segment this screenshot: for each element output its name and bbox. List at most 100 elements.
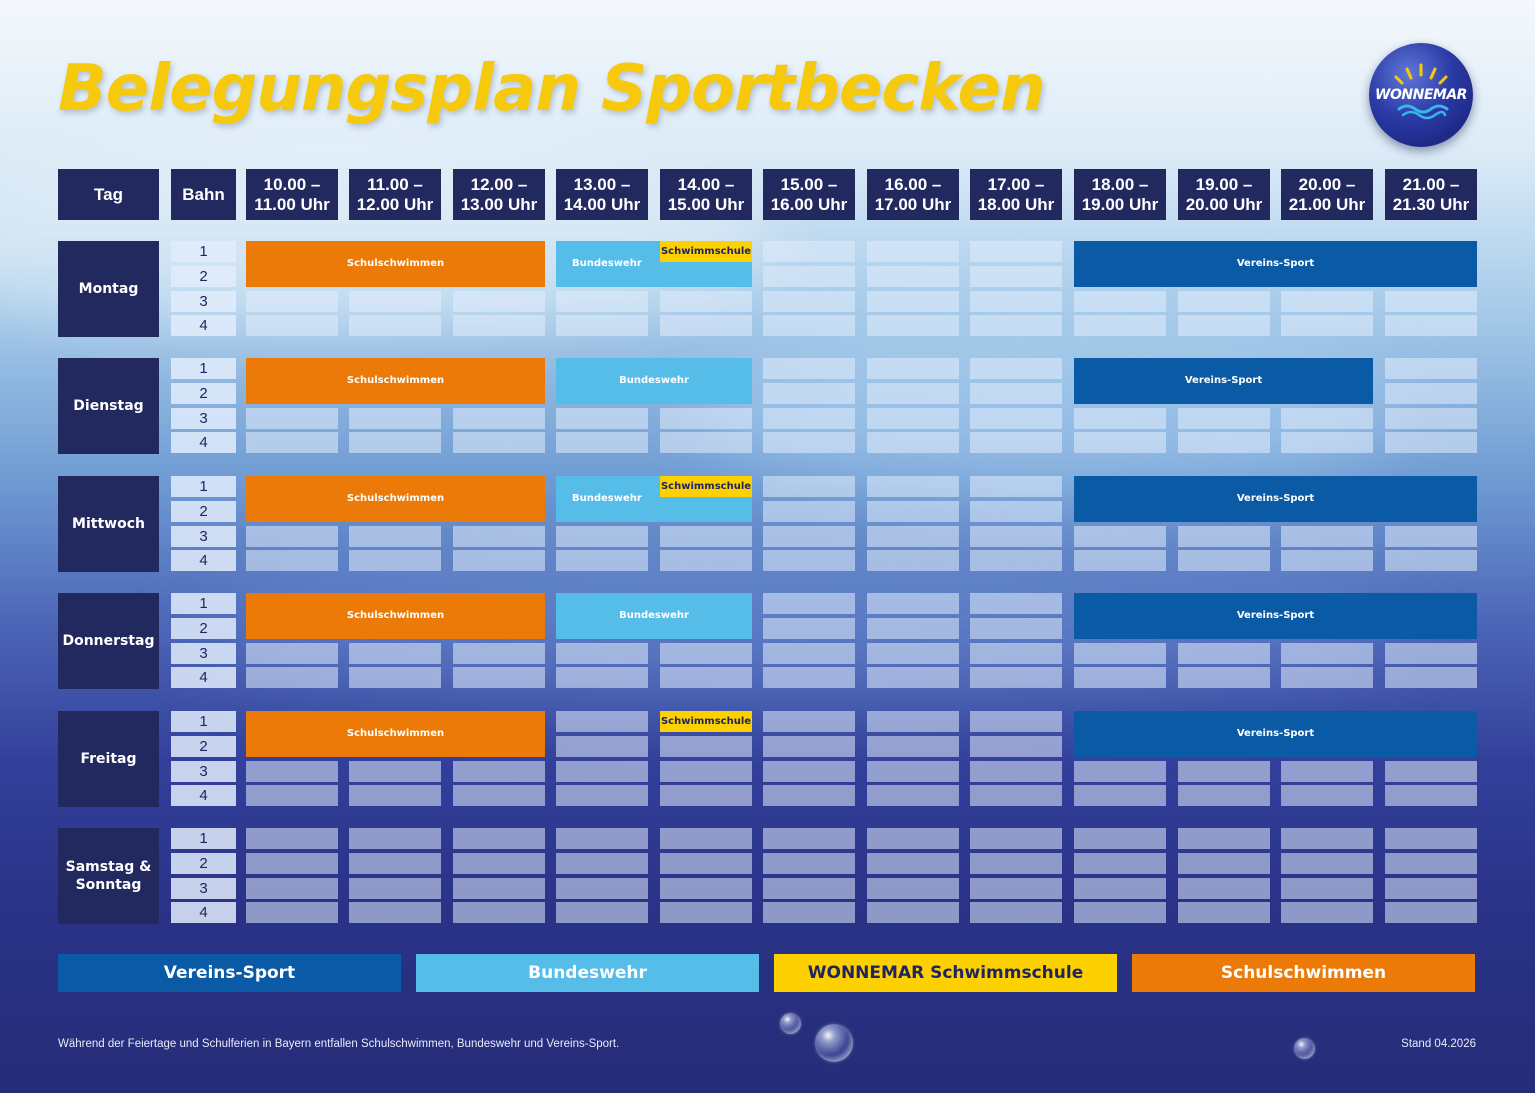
day-label: Dienstag xyxy=(58,358,159,454)
empty-slot xyxy=(349,760,441,782)
lane-number: 4 xyxy=(171,785,236,807)
booking-schul: Schulschwimmen xyxy=(246,593,545,639)
empty-slot xyxy=(763,500,855,522)
booking-schul: Schulschwimmen xyxy=(246,476,545,522)
empty-slot xyxy=(867,852,959,874)
empty-slot xyxy=(349,407,441,429)
empty-slot xyxy=(1178,852,1270,874)
header-time-1: 10.00 – 11.00 Uhr xyxy=(246,169,338,220)
empty-slot xyxy=(246,785,338,807)
lane-number: 2 xyxy=(171,500,236,522)
empty-slot xyxy=(867,265,959,287)
empty-slot xyxy=(1385,525,1477,547)
empty-slot xyxy=(1385,358,1477,379)
empty-slot xyxy=(1385,407,1477,429)
empty-slot xyxy=(556,711,648,732)
lane-number: 4 xyxy=(171,315,236,337)
empty-slot xyxy=(556,315,648,337)
empty-slot xyxy=(1385,902,1477,924)
empty-slot xyxy=(349,902,441,924)
bubble-decoration xyxy=(780,1013,801,1034)
empty-slot xyxy=(867,785,959,807)
empty-slot xyxy=(1178,760,1270,782)
empty-slot xyxy=(1281,525,1373,547)
empty-slot xyxy=(1385,315,1477,337)
empty-slot xyxy=(453,642,545,664)
empty-slot xyxy=(1178,877,1270,899)
empty-slot xyxy=(970,315,1062,337)
empty-slot xyxy=(349,432,441,454)
empty-slot xyxy=(660,735,752,757)
empty-slot xyxy=(1074,667,1166,689)
empty-slot xyxy=(660,525,752,547)
empty-slot xyxy=(1178,642,1270,664)
empty-slot xyxy=(867,241,959,262)
empty-slot xyxy=(867,525,959,547)
lane-number: 3 xyxy=(171,290,236,312)
empty-slot xyxy=(246,902,338,924)
empty-slot xyxy=(763,852,855,874)
empty-slot xyxy=(867,828,959,849)
empty-slot xyxy=(246,760,338,782)
empty-slot xyxy=(763,432,855,454)
empty-slot xyxy=(867,667,959,689)
empty-slot xyxy=(763,642,855,664)
lane-number: 3 xyxy=(171,525,236,547)
empty-slot xyxy=(867,760,959,782)
empty-slot xyxy=(453,315,545,337)
bubble-decoration xyxy=(1294,1038,1315,1059)
empty-slot xyxy=(246,550,338,572)
empty-slot xyxy=(1281,902,1373,924)
empty-slot xyxy=(660,432,752,454)
empty-slot xyxy=(763,382,855,404)
booking-schwimm: Schwimmschule xyxy=(660,711,752,732)
empty-slot xyxy=(246,407,338,429)
empty-slot xyxy=(1281,432,1373,454)
empty-slot xyxy=(1281,760,1373,782)
empty-slot xyxy=(763,407,855,429)
empty-slot xyxy=(763,667,855,689)
empty-slot xyxy=(1178,407,1270,429)
empty-slot xyxy=(1281,877,1373,899)
empty-slot xyxy=(1281,667,1373,689)
empty-slot xyxy=(763,617,855,639)
empty-slot xyxy=(1074,407,1166,429)
empty-slot xyxy=(763,735,855,757)
empty-slot xyxy=(1074,525,1166,547)
empty-slot xyxy=(867,315,959,337)
empty-slot xyxy=(970,290,1062,312)
empty-slot xyxy=(246,667,338,689)
empty-slot xyxy=(867,476,959,497)
empty-slot xyxy=(1074,760,1166,782)
empty-slot xyxy=(763,902,855,924)
empty-slot xyxy=(1178,315,1270,337)
empty-slot xyxy=(763,877,855,899)
empty-slot xyxy=(763,476,855,497)
empty-slot xyxy=(867,407,959,429)
empty-slot xyxy=(349,315,441,337)
empty-slot xyxy=(970,432,1062,454)
empty-slot xyxy=(763,265,855,287)
empty-slot xyxy=(660,290,752,312)
empty-slot xyxy=(763,760,855,782)
empty-slot xyxy=(1281,828,1373,849)
lane-number: 1 xyxy=(171,241,236,262)
empty-slot xyxy=(970,407,1062,429)
day-label: Donnerstag xyxy=(58,593,159,689)
lane-number: 3 xyxy=(171,407,236,429)
empty-slot xyxy=(453,525,545,547)
booking-schul: Schulschwimmen xyxy=(246,358,545,404)
booking-schwimm: Schwimmschule xyxy=(660,476,752,497)
header-time-9: 18.00 – 19.00 Uhr xyxy=(1074,169,1166,220)
empty-slot xyxy=(763,828,855,849)
header-lane: Bahn xyxy=(171,169,236,220)
empty-slot xyxy=(349,550,441,572)
header-time-4: 13.00 – 14.00 Uhr xyxy=(556,169,648,220)
lane-number: 1 xyxy=(171,476,236,497)
empty-slot xyxy=(556,760,648,782)
empty-slot xyxy=(556,877,648,899)
empty-slot xyxy=(1178,432,1270,454)
lane-number: 1 xyxy=(171,358,236,379)
lane-number: 2 xyxy=(171,735,236,757)
empty-slot xyxy=(349,642,441,664)
